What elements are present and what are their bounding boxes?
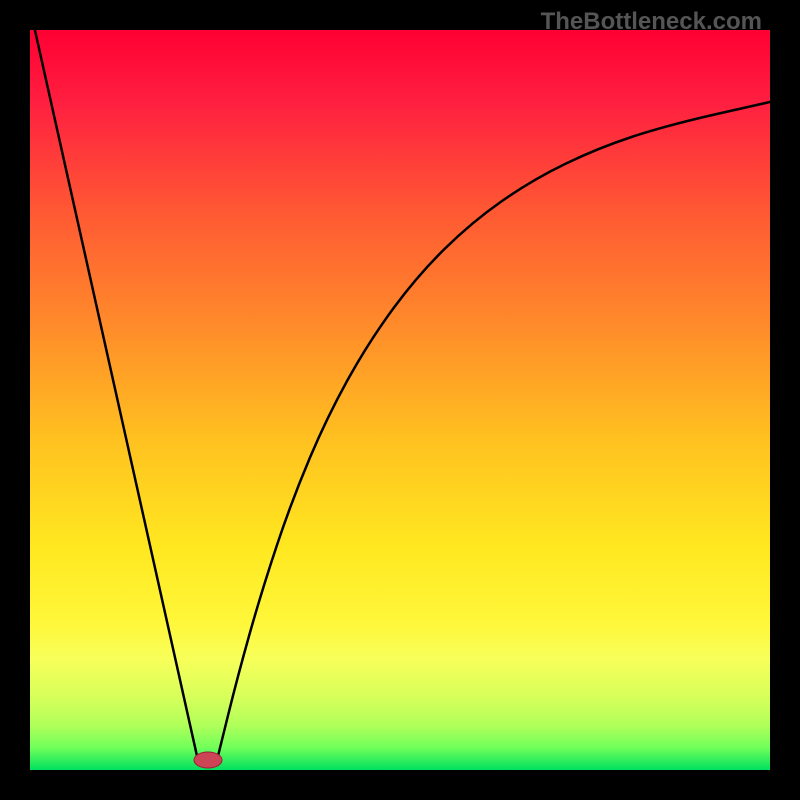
chart-svg	[30, 30, 770, 770]
bottleneck-curve	[30, 30, 770, 759]
chart-canvas: TheBottleneck.com	[0, 0, 800, 800]
bottleneck-marker	[194, 752, 222, 768]
plot-area	[30, 30, 770, 770]
watermark-text: TheBottleneck.com	[541, 8, 762, 36]
